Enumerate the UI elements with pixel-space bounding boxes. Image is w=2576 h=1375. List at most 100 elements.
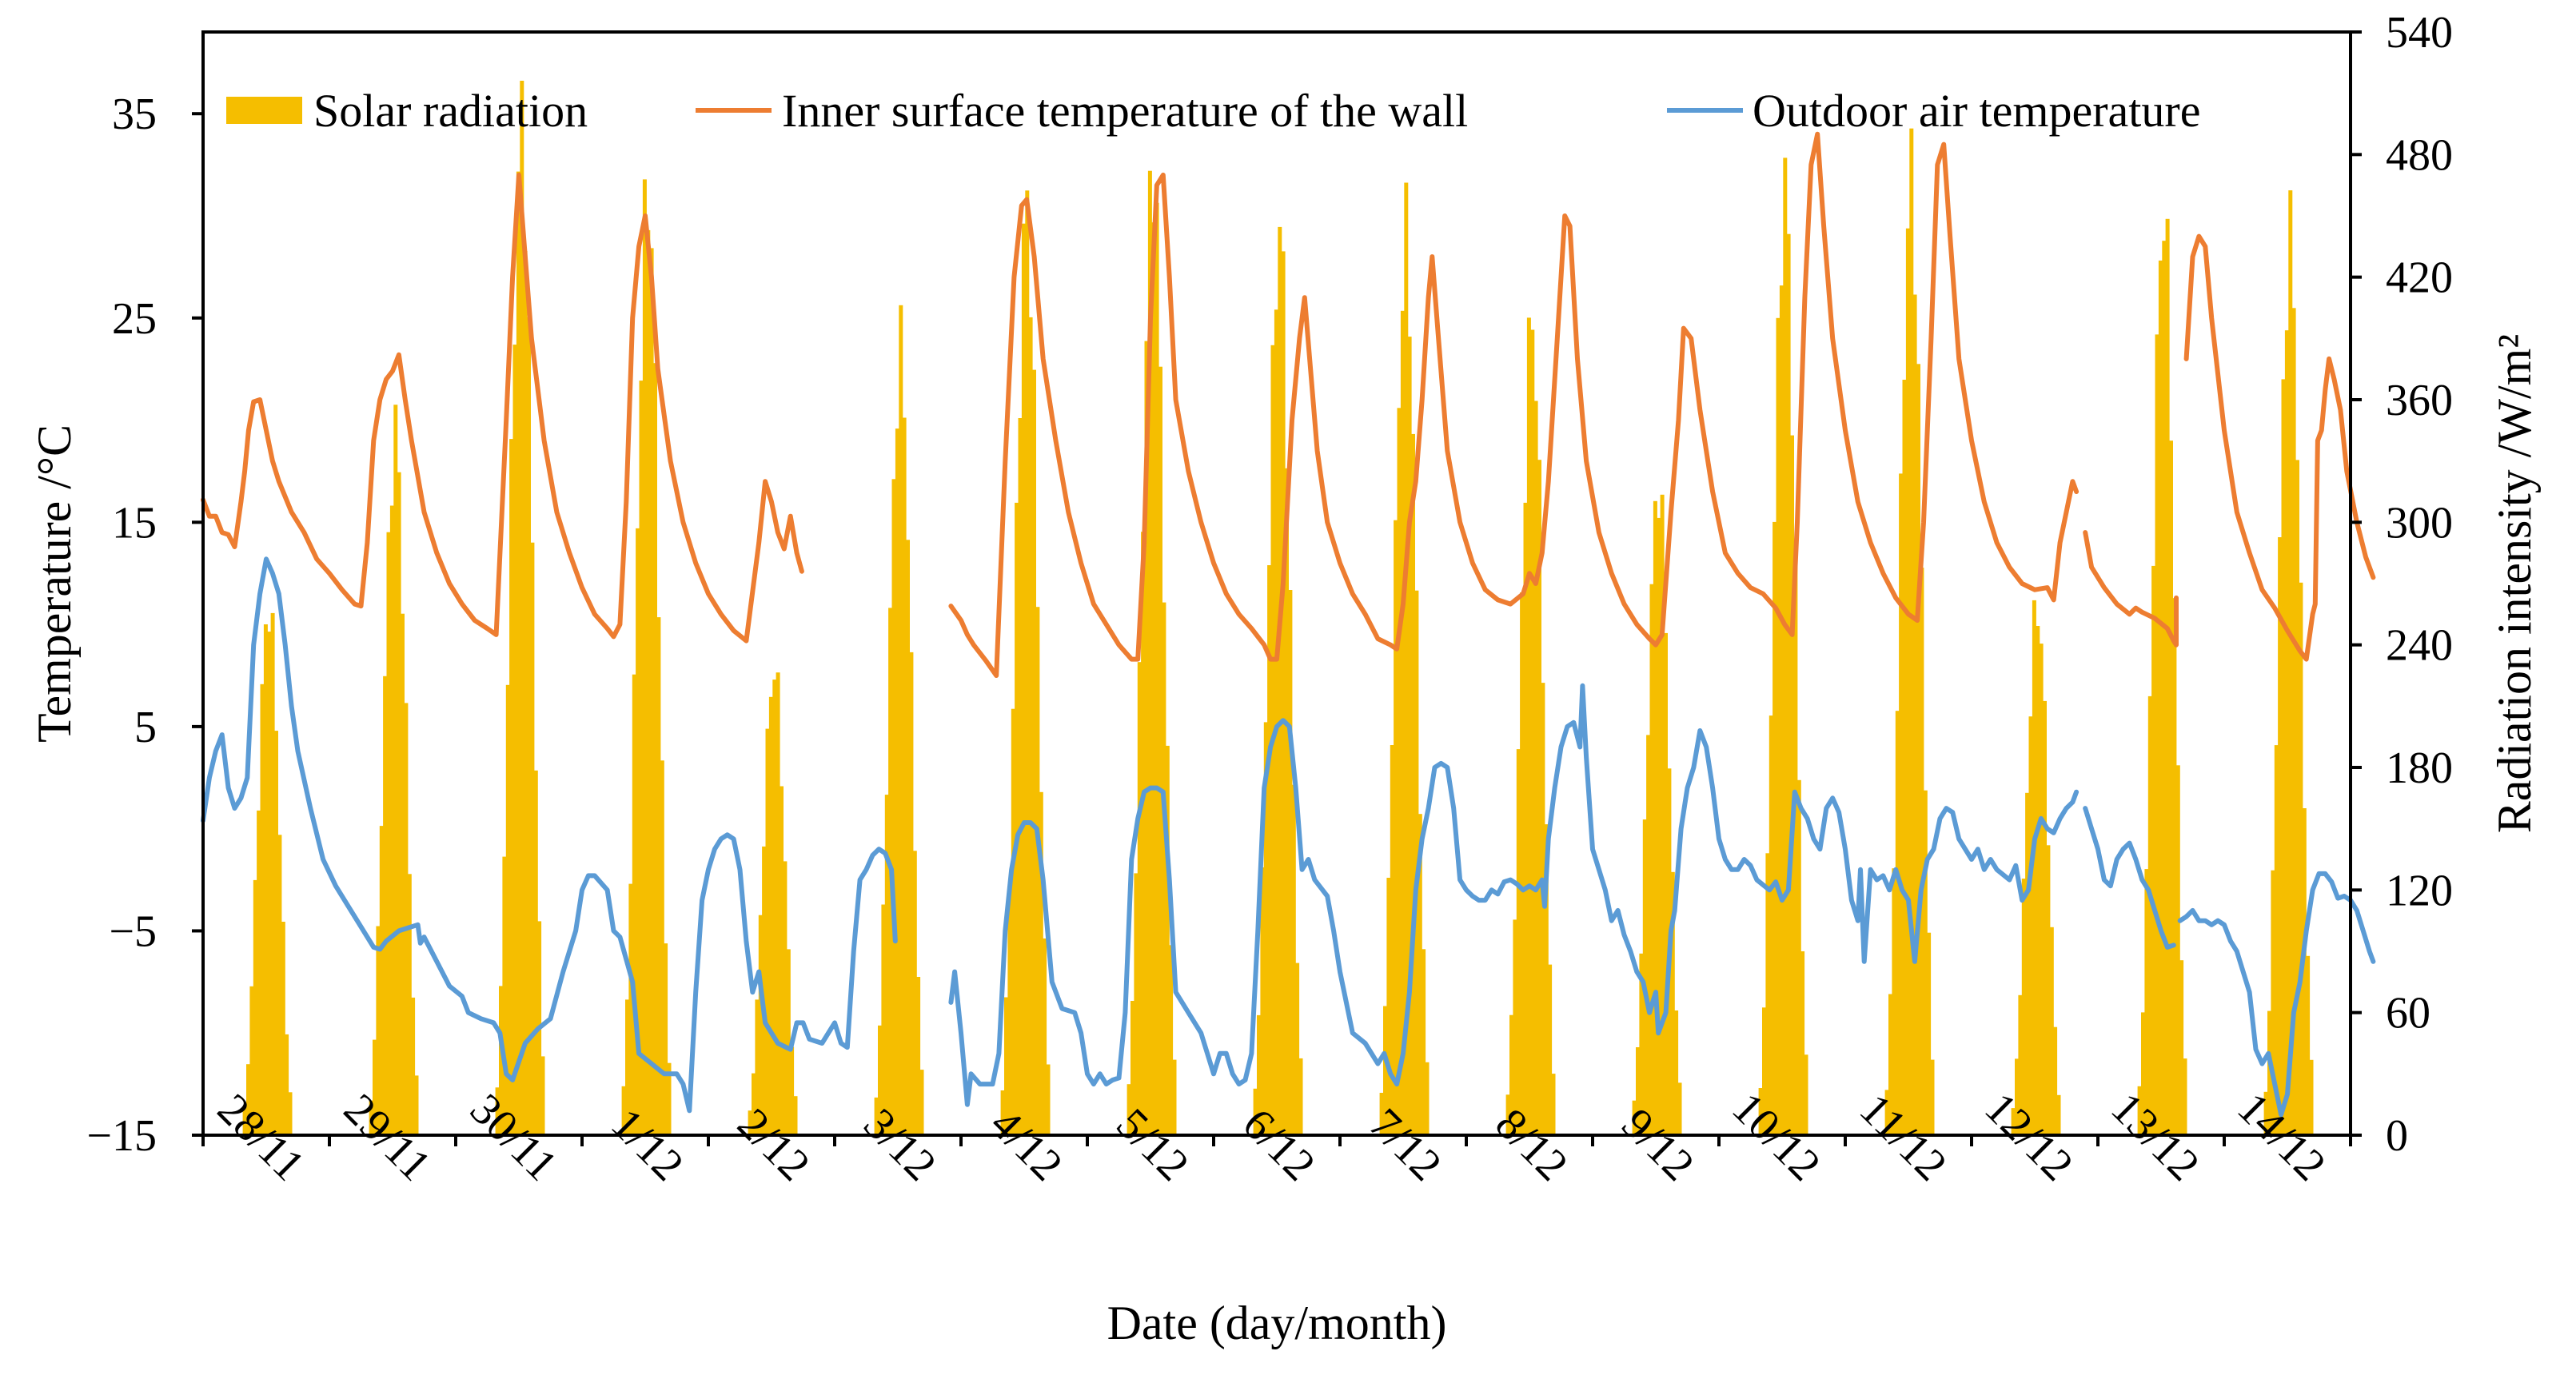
solar-bar (625, 999, 629, 1135)
solar-bar (373, 1039, 377, 1135)
solar-bar (1414, 590, 1419, 1135)
right-tick-label: 240 (2386, 621, 2453, 671)
solar-bar (1916, 364, 1920, 1135)
solar-bar (636, 528, 640, 1135)
solar-bar (1769, 715, 1773, 1135)
solar-bar (2137, 1086, 2142, 1135)
solar-bar (1923, 790, 1928, 1135)
solar-bar (1422, 949, 1426, 1135)
solar-bar (1544, 824, 1549, 1135)
solar-bar (499, 986, 503, 1135)
solar-bar (414, 1075, 419, 1135)
solar-bar (369, 1100, 373, 1135)
solar-bar (1137, 662, 1142, 1135)
solar-bar (2144, 869, 2149, 1135)
solar-bar (376, 926, 381, 1135)
solar-bar (1912, 294, 1917, 1135)
solar-bar (776, 672, 780, 1135)
right-tick-label: 0 (2386, 1111, 2408, 1161)
solar-bar (1015, 502, 1019, 1135)
right-tick-label: 60 (2386, 989, 2430, 1038)
solar-bar (2147, 695, 2152, 1135)
left-tick-label: 5 (134, 703, 157, 752)
solar-bar (912, 851, 917, 1135)
solar-bar (1154, 202, 1159, 1136)
solar-bar (281, 922, 285, 1135)
outdoor-air-temp-line (201, 556, 898, 1114)
solar-bar (1541, 683, 1545, 1135)
solar-bar (2274, 745, 2279, 1135)
solar-bar (404, 703, 409, 1135)
solar-bar (1905, 228, 1910, 1136)
solar-bar (1004, 997, 1008, 1135)
solar-bar (1632, 1100, 1637, 1135)
solar-bar (393, 405, 398, 1135)
solar-bar (1000, 1090, 1005, 1135)
solar-bar (407, 874, 412, 1135)
solar-bar (765, 728, 770, 1135)
solar-bar (253, 879, 257, 1135)
solar-bar (1657, 517, 1661, 1135)
temperature-lines (201, 131, 2376, 1118)
solar-bar (2281, 379, 2286, 1135)
plot-area-border (201, 30, 2352, 1137)
solar-bar (502, 856, 507, 1135)
x-axis-title: Date (day/month) (1107, 1297, 1447, 1349)
solar-bar (1418, 814, 1422, 1135)
solar-bar (628, 883, 633, 1135)
solar-bar (2179, 960, 2184, 1135)
right-tick-label: 180 (2386, 743, 2453, 793)
solar-bar (1035, 607, 1040, 1135)
solar-bar (1513, 919, 1517, 1135)
solar-bar (274, 731, 278, 1135)
right-tick-label: 540 (2386, 8, 2453, 58)
outdoor-air-temp-line (2177, 871, 2376, 1118)
solar-bar (1642, 819, 1647, 1135)
right-axis: 0 60 120 180 240 300 360 420 480 540 (2351, 8, 2453, 1161)
solar-bar (2141, 1012, 2145, 1135)
solar-bar (768, 696, 773, 1135)
legend-label-solar: Solar radiation (313, 85, 588, 137)
solar-bar (748, 1110, 752, 1135)
solar-bar (1646, 735, 1651, 1135)
solar-bar (664, 943, 668, 1135)
solar-bar (2263, 1091, 2268, 1135)
solar-bar (242, 1106, 247, 1135)
solar-bar (1007, 886, 1012, 1135)
solar-bar (1018, 418, 1023, 1135)
solar-bar (758, 915, 763, 1135)
solar-bar (1253, 1088, 1258, 1135)
solar-bar (2172, 598, 2177, 1135)
solar-bar (1772, 521, 1777, 1135)
solar-bar (1516, 749, 1521, 1135)
solar-bar (1046, 1064, 1051, 1135)
solar-bar (632, 674, 636, 1135)
solar-bar (2032, 600, 2036, 1135)
solar-bar (2151, 565, 2156, 1135)
solar-bar (1147, 170, 1152, 1136)
solar-bar (2302, 808, 2307, 1135)
solar-bar (906, 540, 910, 1135)
solar-bar (621, 1086, 626, 1135)
left-tick-label: 15 (112, 498, 157, 548)
solar-bar (2021, 879, 2026, 1135)
solar-bar (1390, 745, 1394, 1135)
solar-bar (1383, 1006, 1387, 1135)
solar-bar (1793, 554, 1798, 1135)
solar-bar (2267, 1010, 2271, 1135)
solar-bar (1779, 285, 1784, 1136)
y-axis-title-right: Radiation intensity /W/m² (2488, 334, 2541, 834)
solar-bar (411, 997, 416, 1135)
solar-bar (772, 680, 777, 1135)
inner-surface-temp-line (2083, 530, 2179, 648)
solar-bar (2011, 1108, 2016, 1135)
left-tick-label: 35 (112, 90, 157, 139)
inner-surface-temp-line (201, 172, 804, 644)
solar-bar (1530, 329, 1535, 1135)
solar-bar (1509, 1014, 1513, 1135)
solar-bar (2175, 765, 2180, 1135)
solar-bar (2165, 218, 2170, 1135)
right-tick-label: 480 (2386, 130, 2453, 180)
solar-bar (2039, 644, 2044, 1135)
outdoor-air-temp-line (948, 683, 2080, 1107)
